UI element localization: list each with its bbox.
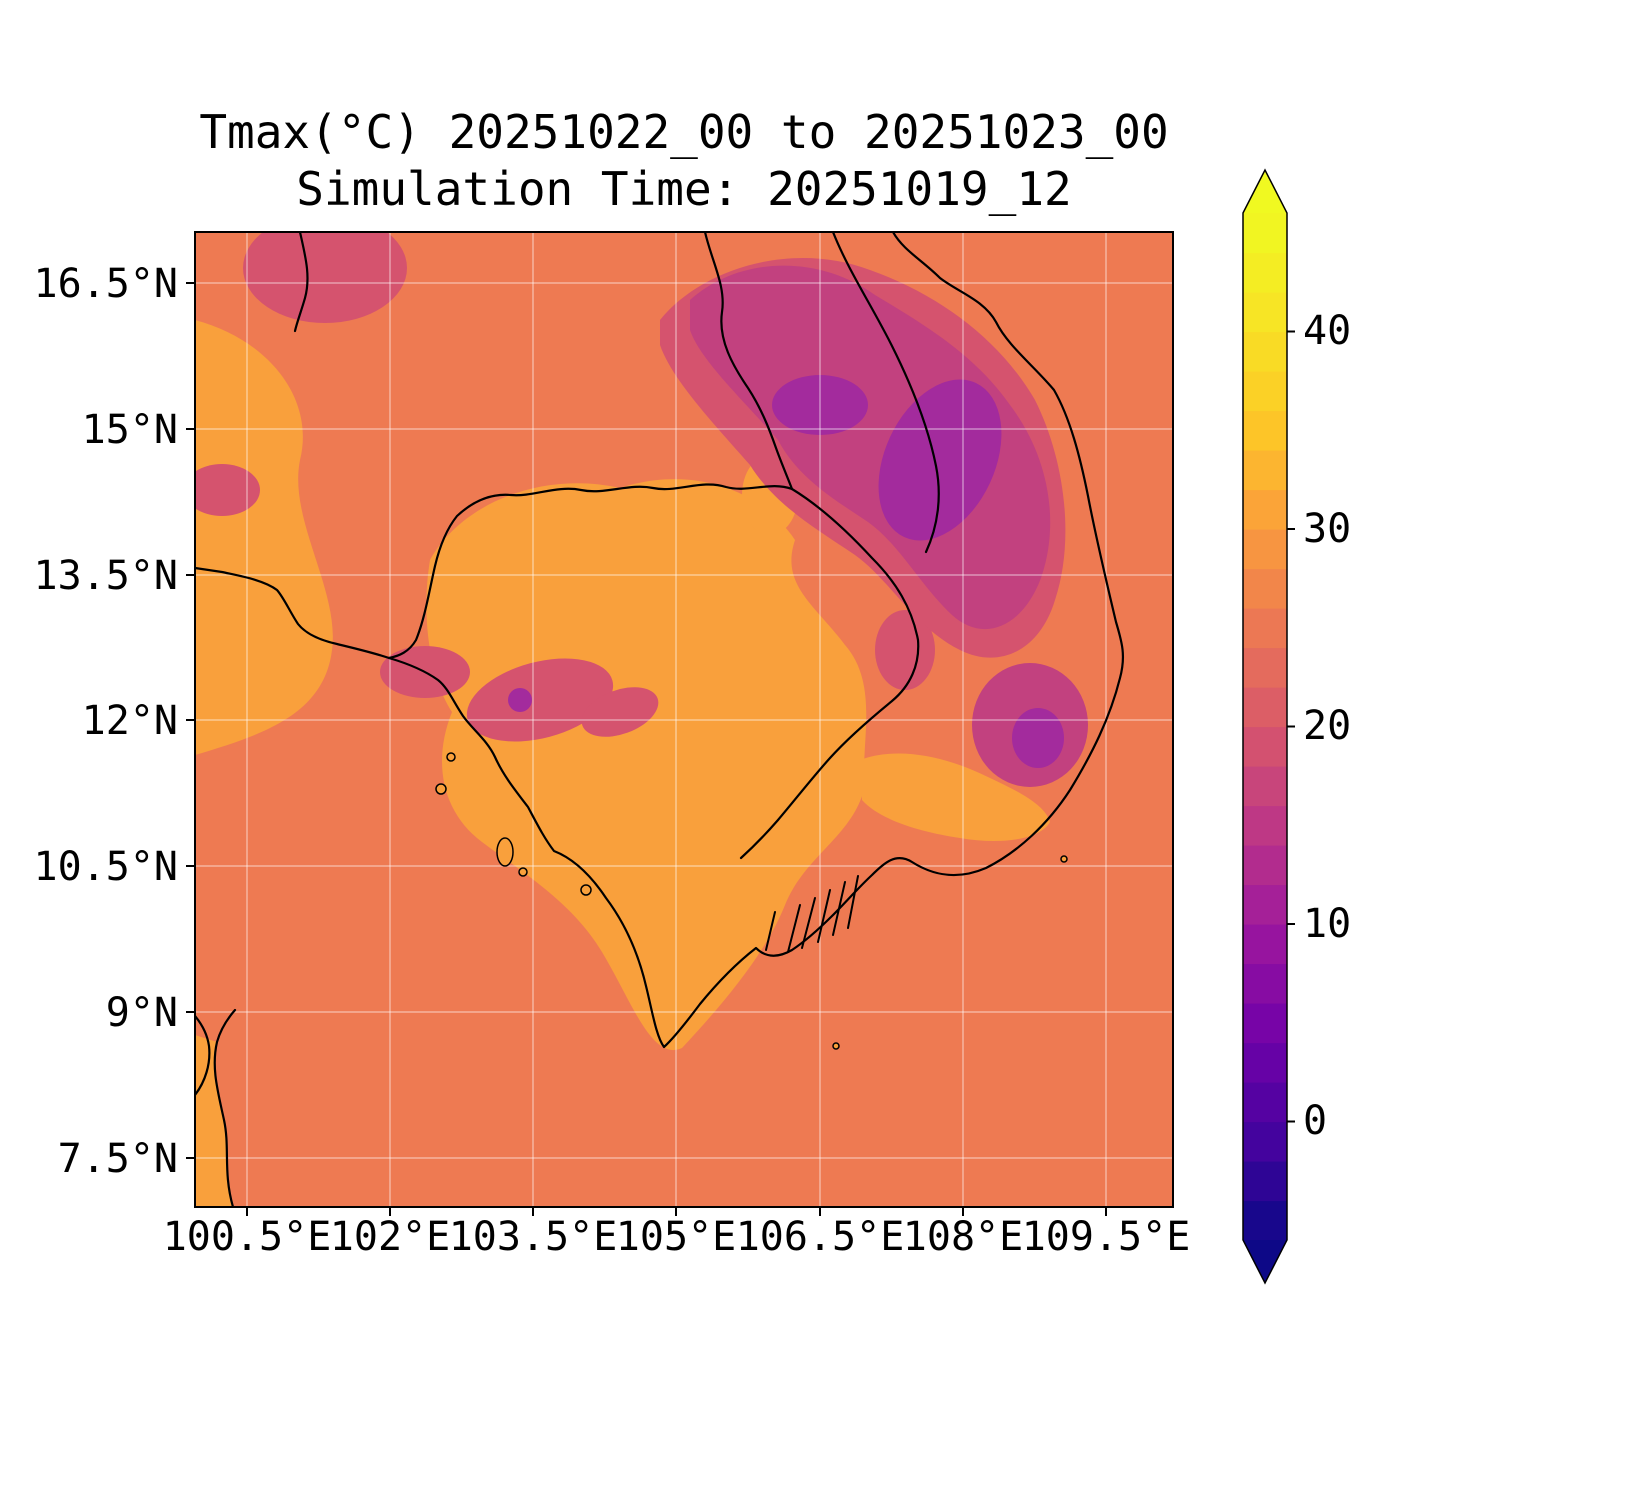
colorbar-band: [1243, 884, 1287, 925]
y-tick-label: 7.5°N: [57, 1136, 178, 1182]
islands: [435, 752, 1068, 1050]
x-tick-label: 102°E: [329, 1214, 451, 1260]
colorbar: [1242, 168, 1295, 1285]
region-magenta-mid3: [581, 687, 659, 737]
y-tick-label: 15°N: [81, 407, 178, 453]
colorbar-band: [1243, 529, 1287, 570]
colorbar-band: [1243, 1200, 1287, 1241]
region-magenta-topleft: [243, 232, 407, 323]
colorbar-tick-label: 10: [1303, 901, 1352, 947]
region-magenta-mid1: [466, 658, 614, 742]
coast-bottomleft: [213, 1008, 237, 1207]
region-magenta-leftedge: [195, 464, 260, 516]
y-tick-label: 12°N: [81, 698, 178, 744]
x-tick-label: 106.5°E: [735, 1214, 905, 1260]
region-magenta-dot: [508, 688, 532, 712]
colorbar-band: [1243, 331, 1287, 372]
colorbar-extend-min: [1243, 1240, 1287, 1283]
x-tick-label: 109.5°E: [1021, 1214, 1191, 1260]
colorbar-band: [1243, 252, 1287, 293]
y-tick-label: 9°N: [105, 990, 178, 1036]
border-topleft: [293, 232, 309, 333]
coast-bottomleft-2: [195, 1014, 211, 1097]
colorbar-extend-max: [1243, 170, 1287, 213]
colorbar-band: [1243, 1042, 1287, 1083]
border-cambodia-north: [387, 483, 794, 660]
gridlines: [195, 232, 1173, 1207]
colorbar-tick-label: 20: [1303, 703, 1352, 749]
region-east-lowland: [860, 753, 1050, 842]
y-tick-label: 10.5°N: [33, 844, 179, 890]
colorbar-band: [1243, 805, 1287, 846]
coastline: [195, 232, 1125, 1049]
region-west-lowland: [195, 320, 333, 755]
region-highland-core2: [772, 375, 868, 435]
region-se-purple-core: [1012, 708, 1064, 768]
mekong-delta-channels: [765, 875, 859, 953]
colorbar-band: [1243, 213, 1287, 254]
colorbar-band: [1243, 1003, 1287, 1044]
title-line-2: Simulation Time: 20251019_12: [296, 162, 1072, 216]
border-laos-west: [703, 232, 794, 491]
y-tick-label: 16.5°N: [33, 261, 179, 307]
x-tick-label: 103.5°E: [448, 1214, 618, 1260]
y-tick-label: 13.5°N: [33, 553, 179, 599]
colorbar-outline: [1242, 168, 1288, 1285]
colorbar-band: [1243, 1082, 1287, 1123]
region-highland-purple: [690, 265, 1051, 630]
colorbar-band: [1243, 924, 1287, 965]
x-tick-label: 108°E: [902, 1214, 1024, 1260]
colorbar-band: [1243, 766, 1287, 807]
border-laos-vietnam: [831, 232, 940, 554]
colorbar-band: [1243, 726, 1287, 767]
x-tick-label: 100.5°E: [162, 1214, 332, 1260]
chart-title: Tmax(°C) 20251022_00 to 20251023_00 Simu…: [195, 104, 1173, 218]
colorbar-tick-label: 30: [1303, 506, 1352, 552]
x-tick-label: 105°E: [615, 1214, 737, 1260]
region-central-lowland: [426, 479, 867, 1051]
colorbar-band: [1243, 687, 1287, 728]
title-line-1: Tmax(°C) 20251022_00 to 20251023_00: [199, 105, 1169, 159]
colorbar-tick-label: 0: [1303, 1098, 1328, 1144]
colorbar-band: [1243, 568, 1287, 609]
map-plot: [186, 231, 1174, 1216]
border-vietnam-cambodia: [739, 487, 920, 860]
colorbar-band: [1243, 1121, 1287, 1162]
colorbar-band: [1243, 608, 1287, 649]
map-field: [195, 232, 1173, 1207]
colorbar-band: [1243, 647, 1287, 688]
colorbar-band: [1243, 1161, 1287, 1202]
axis-ticks: [186, 282, 1107, 1216]
region-magenta-mid4: [875, 610, 935, 690]
colorbar-band: [1243, 371, 1287, 412]
region-highland-core1: [878, 379, 1002, 541]
colorbar-band: [1243, 489, 1287, 530]
colorbar-band: [1243, 963, 1287, 1004]
colorbar-band: [1243, 450, 1287, 491]
borders: [195, 232, 1125, 1207]
colorbar-band: [1243, 410, 1287, 451]
colorbar-band: [1243, 292, 1287, 333]
colorbar-band: [1243, 845, 1287, 886]
colorbar-tick-label: 40: [1303, 308, 1352, 354]
